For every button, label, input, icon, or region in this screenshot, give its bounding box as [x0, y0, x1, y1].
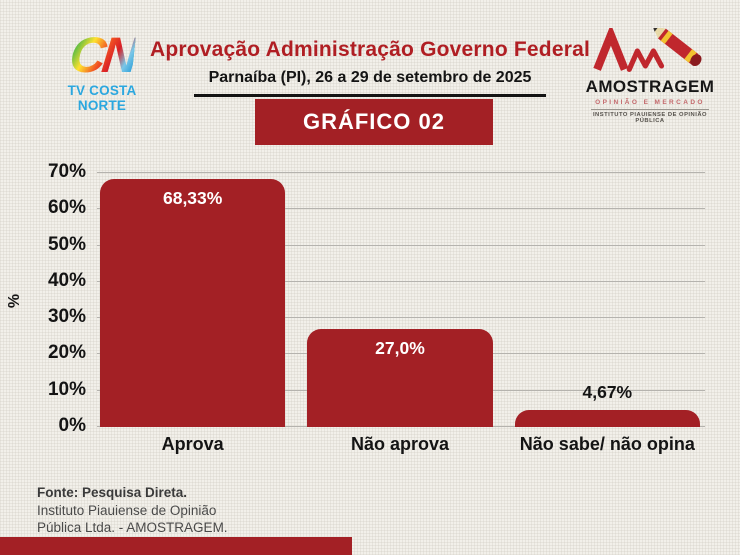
source-line-2: Instituto Piauiense de Opinião — [37, 502, 217, 518]
y-tick-label: 60% — [47, 197, 86, 219]
bar-3 — [514, 410, 700, 427]
y-tick-label: 20% — [47, 342, 86, 364]
y-tick-label: 10% — [47, 378, 86, 400]
gridline — [97, 172, 705, 173]
bars-container: 68,33% 27,0% 4,67% — [95, 173, 705, 427]
page-title: Aprovação Administração Governo Federal — [150, 38, 590, 61]
page-subtitle: Parnaíba (PI), 26 a 29 de setembro de 20… — [208, 69, 532, 86]
bottom-accent-bar — [0, 537, 352, 555]
source-note: Fonte: Pesquisa Direta. Instituto Piauie… — [37, 484, 228, 537]
x-axis-category-labels: Aprova Não aprova Não sabe/ não opina — [95, 434, 705, 455]
header-title-block: Aprovação Administração Governo Federal … — [140, 38, 600, 97]
gridline — [97, 280, 705, 282]
cn-monogram-icon: CN — [66, 27, 138, 83]
subtitle-underline — [194, 94, 546, 97]
amostragem-institute-text: INSTITUTO PIAUIENSE DE OPINIÃO PÚBLICA — [592, 112, 708, 124]
y-tick-label: 40% — [47, 269, 86, 291]
y-tick-label: 70% — [47, 161, 86, 182]
amostragem-logo: AMOSTRAGEM OPINIÃO E MERCADO INSTITUTO P… — [580, 24, 720, 124]
amostragem-tagline: OPINIÃO E MERCADO — [595, 99, 705, 106]
bar-column-3: 4,67% — [514, 173, 700, 427]
y-axis-tick-labels: 0% 10% 20% 30% 40% 50% 60% 70% — [0, 162, 86, 435]
y-tick-label: 30% — [47, 306, 86, 328]
x-category-label: Não sabe/ não opina — [519, 434, 695, 454]
gridline — [97, 317, 705, 319]
bar-1: 68,33% — [100, 179, 286, 427]
y-tick-label: 0% — [58, 415, 86, 436]
x-category-label: Não aprova — [350, 434, 450, 454]
gridline — [97, 244, 705, 246]
amostragem-wordmark: AMOSTRAGEM — [585, 77, 715, 96]
source-line-1: Fonte: Pesquisa Direta. — [37, 485, 188, 500]
y-tick-label: 50% — [47, 233, 86, 255]
chart-number-badge: GRÁFICO 02 — [255, 99, 493, 145]
bar-column-1: 68,33% — [100, 173, 286, 427]
bar-value-label: 4,67% — [582, 382, 633, 403]
x-category-label: Aprova — [161, 434, 224, 454]
bar-2: 27,0% — [307, 329, 493, 427]
bar-value-label: 68,33% — [162, 188, 223, 209]
amostragem-divider — [591, 109, 709, 110]
gridline — [97, 208, 705, 210]
bar-chart-plot-area: 68,33% 27,0% 4,67% — [95, 172, 705, 427]
source-line-3: Pública Ltda. - AMOSTRAGEM. — [37, 520, 228, 536]
tv-costa-norte-logo: CN TV COSTA NORTE — [42, 27, 162, 113]
bar-value-label: 27,0% — [375, 338, 425, 359]
bar-column-2: 27,0% — [307, 173, 493, 427]
tv-costa-norte-wordmark: TV COSTA NORTE — [67, 83, 137, 113]
amostragem-pencil-icon — [593, 24, 702, 72]
